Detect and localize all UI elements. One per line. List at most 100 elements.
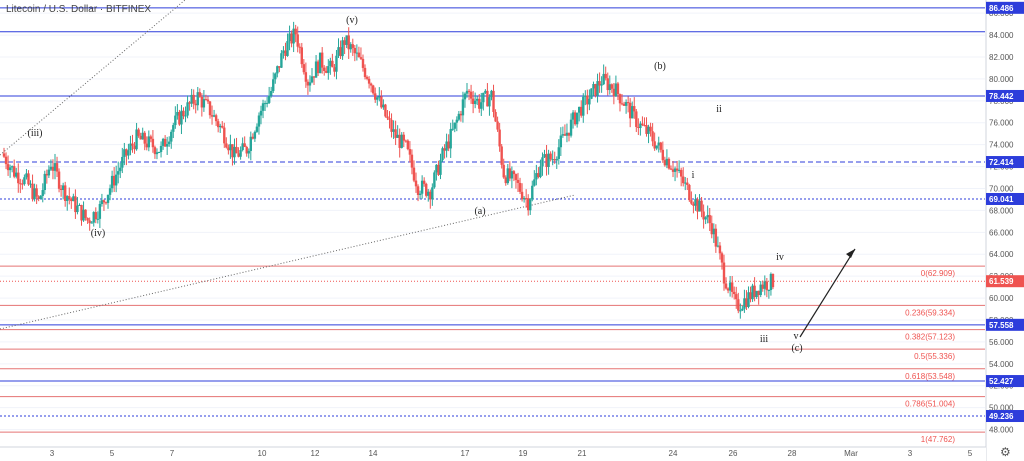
candle-body <box>302 64 306 73</box>
candle-body <box>172 125 175 132</box>
candle-body <box>400 134 403 148</box>
time-tick-label: 3 <box>50 449 55 458</box>
candle-body <box>704 217 707 220</box>
candle-body <box>33 188 36 200</box>
candle-body <box>582 96 585 116</box>
candle-body <box>471 98 475 105</box>
grid <box>0 12 985 431</box>
candle-body <box>580 106 583 116</box>
candle-body <box>692 203 695 206</box>
candle-body <box>117 171 120 175</box>
candle-body <box>473 100 477 105</box>
wave-label: iv <box>776 252 784 263</box>
candle-body <box>225 143 228 148</box>
candle-body <box>255 126 259 132</box>
candle-body <box>335 55 338 72</box>
level-price-tag <box>986 192 1024 205</box>
candle-body <box>235 146 238 154</box>
candle-body <box>484 90 487 93</box>
candle-body <box>112 175 116 186</box>
candle-body <box>298 46 301 48</box>
candle-body <box>74 196 77 213</box>
candle-body <box>767 290 771 292</box>
candle-body <box>308 82 312 86</box>
time-tick-label: 14 <box>369 449 378 458</box>
candle-body <box>110 175 114 189</box>
candle-body <box>584 95 587 97</box>
candle-body <box>386 116 389 119</box>
candle-body <box>416 186 420 196</box>
candle-body <box>15 172 18 177</box>
candle-body <box>665 158 669 166</box>
level-price-tag <box>986 89 1024 102</box>
candle-body <box>339 47 342 57</box>
candle-body <box>682 176 685 184</box>
time-tick-label: 26 <box>729 449 738 458</box>
candle-body <box>702 211 705 220</box>
candle-body <box>708 215 711 224</box>
candle-body <box>722 262 726 284</box>
candle-body <box>496 121 499 130</box>
candle-body <box>206 99 210 102</box>
candle-body <box>104 202 108 204</box>
candle-body <box>39 195 42 199</box>
candle-body <box>284 50 287 56</box>
candle-body <box>27 173 30 185</box>
candle-body <box>280 53 283 68</box>
candle-body <box>157 152 161 154</box>
candle-body <box>19 183 22 185</box>
candle-body <box>624 102 628 106</box>
candle-body <box>333 67 336 72</box>
gear-icon[interactable]: ⚙ <box>1000 445 1011 459</box>
candle-body <box>198 92 202 97</box>
candle-body <box>78 204 81 206</box>
time-tick-label: 7 <box>170 449 175 458</box>
price-tick-label: 68.000 <box>989 206 1014 215</box>
candle-body <box>378 96 381 98</box>
candle-body <box>594 84 597 96</box>
candle-body <box>700 200 703 212</box>
candle-body <box>659 142 662 150</box>
candle-body <box>233 146 236 158</box>
candle-body <box>174 115 177 126</box>
candle-body <box>392 129 395 132</box>
candle-body <box>163 138 167 147</box>
candle-body <box>563 134 567 136</box>
candle-body <box>147 136 151 148</box>
candle-body <box>304 72 308 82</box>
candle-body <box>735 294 738 300</box>
candle-body <box>586 95 589 105</box>
candle-body <box>512 171 516 175</box>
candle-body <box>141 132 144 140</box>
candle-body <box>684 182 687 184</box>
candle-body <box>661 149 665 161</box>
candle-body <box>553 159 556 161</box>
candle-body <box>418 193 422 196</box>
candle-body <box>219 125 222 128</box>
candle-body <box>635 111 638 127</box>
candle-body <box>329 60 332 67</box>
candle-body <box>547 153 550 167</box>
candle-body <box>504 177 507 184</box>
candle-body <box>398 134 401 148</box>
candle-body <box>66 196 69 201</box>
time-tick-label: 19 <box>519 449 528 458</box>
candle-body <box>537 173 540 178</box>
level-price-tag <box>986 375 1024 388</box>
candle-body <box>394 129 397 138</box>
candle-body <box>325 70 328 73</box>
candle-body <box>276 66 279 74</box>
candle-body <box>404 140 408 142</box>
candle-body <box>29 183 32 185</box>
candle-body <box>296 34 299 47</box>
candle-body <box>84 209 87 218</box>
projection-arrow <box>799 248 856 338</box>
candle-body <box>677 169 681 171</box>
candle-body <box>384 104 387 117</box>
fib-label: 0.236(59.334) <box>905 308 955 317</box>
candle-body <box>88 220 91 223</box>
candles <box>2 21 775 319</box>
candle-body <box>221 125 224 128</box>
